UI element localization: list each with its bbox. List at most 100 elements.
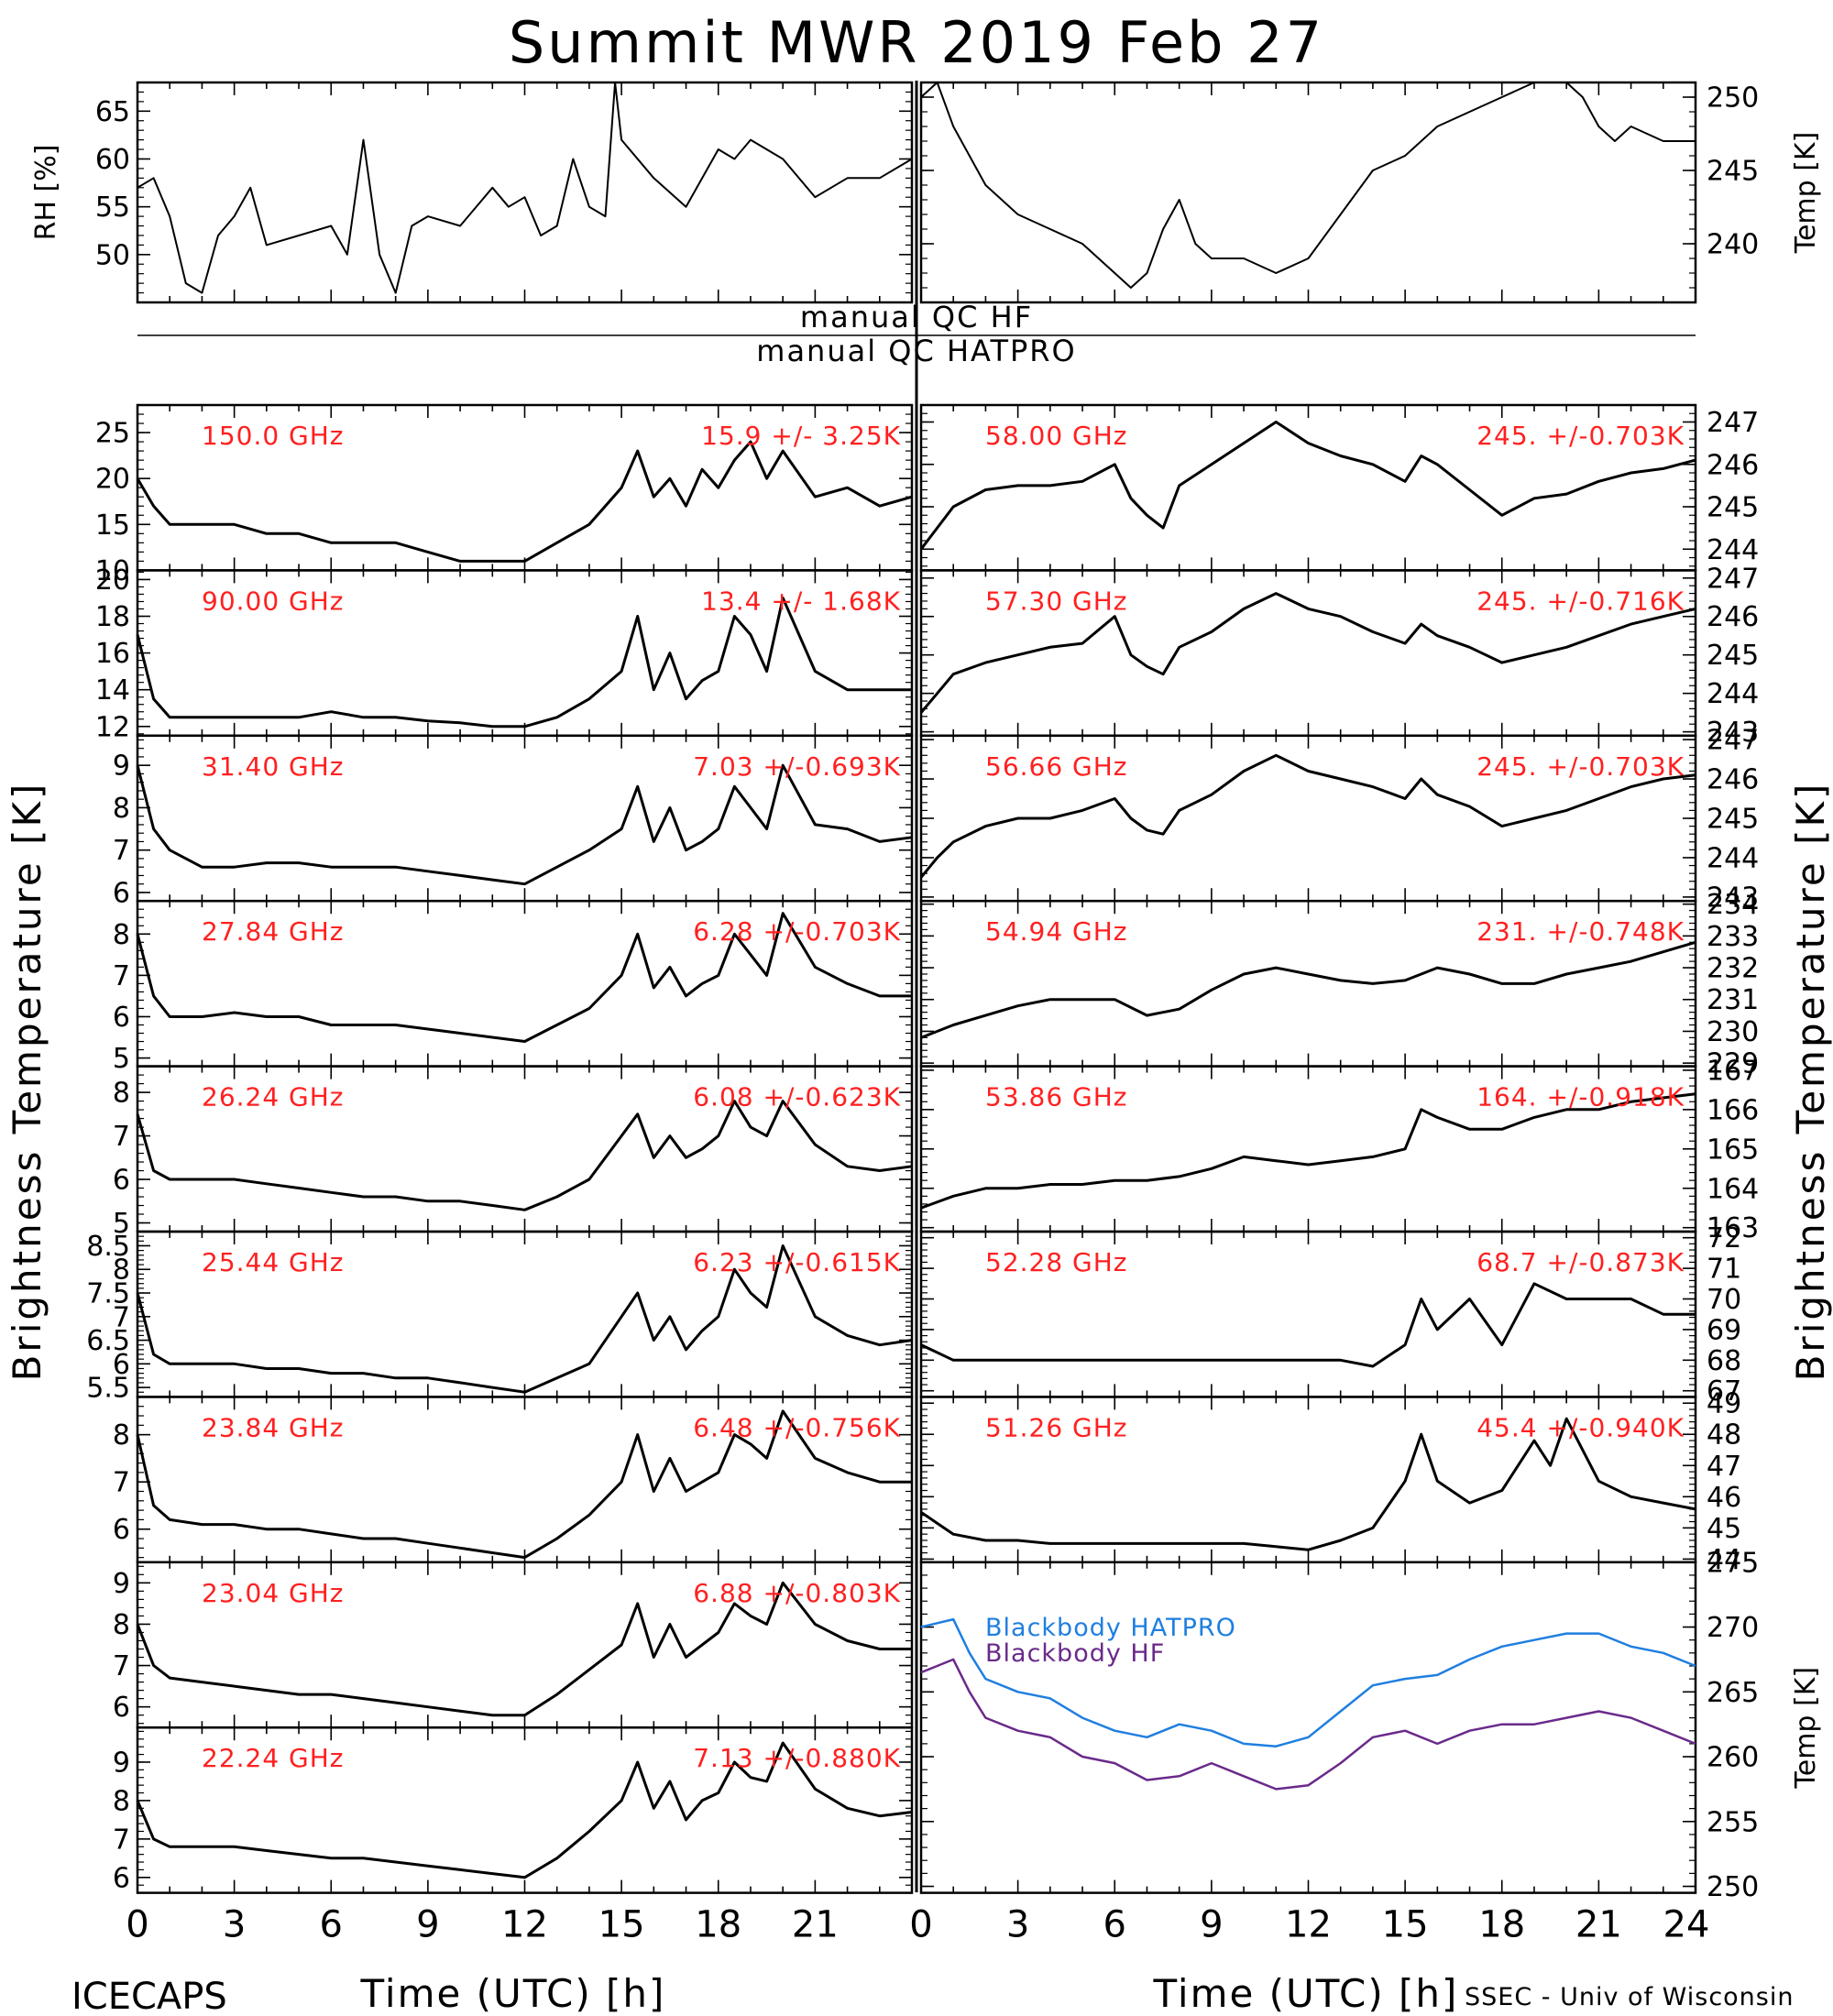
channel-stat: 13.4 +/- 1.68K bbox=[701, 586, 901, 616]
y-tick-label: 48 bbox=[1707, 1419, 1741, 1452]
y-tick-label: 55 bbox=[95, 192, 130, 224]
channel-label: 25.44 GHz bbox=[202, 1247, 345, 1277]
y-tick-label: 265 bbox=[1707, 1677, 1759, 1709]
channel-label: 23.84 GHz bbox=[202, 1412, 345, 1442]
y-tick-label: 5 bbox=[113, 1043, 130, 1075]
channel-label: 27.84 GHz bbox=[202, 916, 345, 947]
y-tick-label: 6 bbox=[113, 1692, 130, 1724]
channel-label: 51.26 GHz bbox=[985, 1412, 1128, 1442]
y-tick-label: 9 bbox=[113, 751, 130, 783]
x-tick-label-right: 3 bbox=[1006, 1904, 1029, 1946]
y-tick-label: 12 bbox=[95, 711, 130, 743]
panel-25-44-ghz: 5.566.577.588.5 25.44 GHz 6.23 +/-0.615K bbox=[86, 1230, 914, 1405]
legend-blackbody-hatpro: Blackbody HATPRO bbox=[985, 1614, 1236, 1642]
panel-frame bbox=[919, 1561, 1697, 1894]
panel-27-84-ghz: 5 6 7 8 27.84 GHz 6.28 +/-0.703K bbox=[113, 899, 914, 1075]
y-tick-label: 245 bbox=[1707, 640, 1759, 672]
y-tick-label: 244 bbox=[1707, 534, 1759, 566]
x-tick-label-left: 9 bbox=[416, 1904, 439, 1946]
series-line bbox=[919, 421, 1696, 551]
y-tick-label: 260 bbox=[1707, 1742, 1759, 1774]
y-tick-label: 163 bbox=[1707, 1212, 1759, 1244]
series-line bbox=[136, 597, 912, 729]
y-tick-label: 229 bbox=[1707, 1048, 1759, 1080]
y-tick-label: 247 bbox=[1707, 563, 1759, 595]
y-tick-label: 8.5 bbox=[86, 1231, 130, 1263]
panel-56-66-ghz: 243 244 245 246 247 56.66 GHz 245. +/-0.703K bbox=[919, 725, 1759, 914]
panel-23-84-ghz: 6 7 8 23.84 GHz 6.48 +/-0.756K bbox=[113, 1396, 914, 1564]
y-tick-label: 8 bbox=[113, 1785, 130, 1817]
y-tick-label: 6 bbox=[113, 877, 130, 909]
series-line bbox=[136, 440, 913, 563]
y-tick-label: 247 bbox=[1707, 407, 1759, 439]
panel-26-24-ghz: 5 6 7 8 26.24 GHz 6.08 +/-0.623K bbox=[113, 1065, 914, 1240]
y-tick-label: 68 bbox=[1707, 1345, 1741, 1377]
left-ylabel: Brightness Temperature [K] bbox=[5, 782, 49, 1382]
y-tick-label: 7 bbox=[113, 1650, 130, 1682]
y-tick-label: 65 bbox=[95, 96, 130, 128]
channel-stat: 6.28 +/-0.703K bbox=[693, 916, 901, 947]
y-tick-label: 250 bbox=[1707, 82, 1759, 115]
channel-stat: 6.88 +/-0.803K bbox=[693, 1578, 901, 1608]
panel-temp: 240 245 250 Temp [K] bbox=[919, 81, 1822, 304]
y-tick-label: 72 bbox=[1707, 1222, 1741, 1255]
y-tick-label: 8 bbox=[113, 1255, 130, 1287]
series-line bbox=[136, 1100, 913, 1211]
channel-stat: 6.23 +/-0.615K bbox=[693, 1247, 901, 1277]
y-tick-label: 7 bbox=[113, 1824, 130, 1856]
legend-blackbody-hf: Blackbody HF bbox=[985, 1639, 1165, 1668]
series-line bbox=[136, 1581, 912, 1717]
y-tick-label: 250 bbox=[1707, 1871, 1759, 1903]
y-tick-label: 246 bbox=[1707, 764, 1759, 796]
y-tick-label: 9 bbox=[113, 1747, 130, 1779]
chart-title: Summit MWR 2019 Feb 27 bbox=[509, 9, 1324, 76]
y-tick-label: 16 bbox=[95, 638, 130, 670]
channel-label: 22.24 GHz bbox=[202, 1743, 345, 1773]
y-tick-label: 71 bbox=[1707, 1254, 1741, 1286]
channel-label: 26.24 GHz bbox=[202, 1082, 345, 1112]
y-tick-label: 7 bbox=[113, 835, 130, 867]
channel-stat: 6.08 +/-0.623K bbox=[693, 1082, 901, 1112]
panel-150-0-ghz: 10 15 20 25 150.0 GHz 15.9 +/- 3.25K bbox=[95, 403, 914, 587]
x-tick-label-right: 0 bbox=[909, 1904, 932, 1946]
y-tick-label: 9 bbox=[113, 1568, 130, 1600]
channel-label: 58.00 GHz bbox=[985, 421, 1128, 451]
y-tick-label: 67 bbox=[1707, 1375, 1741, 1408]
y-tick-label: 7.5 bbox=[86, 1278, 130, 1310]
right-ylabel: Brightness Temperature [K] bbox=[1788, 782, 1833, 1382]
y-tick-label: 7 bbox=[113, 1301, 130, 1333]
series-blackbody-hatpro bbox=[920, 1617, 1696, 1748]
x-tick-label-right: 6 bbox=[1103, 1904, 1126, 1946]
channel-label: 52.28 GHz bbox=[985, 1247, 1128, 1277]
y-tick-label: 49 bbox=[1707, 1388, 1741, 1420]
y-tick-label: 232 bbox=[1707, 953, 1759, 985]
x-tick-label-left: 3 bbox=[223, 1904, 246, 1946]
footer-ssec: SSEC - Univ of Wisconsin bbox=[1465, 1983, 1794, 2011]
y-tick-label: 6 bbox=[113, 1165, 130, 1197]
y-tick-label: 255 bbox=[1707, 1806, 1759, 1838]
y-tick-label: 230 bbox=[1707, 1016, 1759, 1048]
channel-stat: 45.4 +/-0.940K bbox=[1476, 1412, 1685, 1442]
x-tick-label-left: 6 bbox=[320, 1904, 343, 1946]
channel-stat: 15.9 +/- 3.25K bbox=[701, 421, 901, 451]
panel-31-40-ghz: 6 7 8 9 31.40 GHz 7.03 +/-0.693K bbox=[113, 734, 914, 909]
y-tick-label: 246 bbox=[1707, 601, 1759, 633]
y-tick-label: 10 bbox=[95, 555, 130, 587]
channel-stat: 164. +/-0.918K bbox=[1476, 1082, 1685, 1112]
y-tick-label: 8 bbox=[113, 1609, 130, 1641]
channel-stat: 6.48 +/-0.756K bbox=[693, 1412, 901, 1442]
x-tick-label-right: 24 bbox=[1663, 1904, 1710, 1946]
y-tick-label: 245 bbox=[1707, 804, 1759, 836]
y-tick-label: 7 bbox=[113, 1121, 130, 1153]
y-tick-label: 45 bbox=[1707, 1513, 1741, 1545]
y-tick-label: 165 bbox=[1707, 1134, 1759, 1166]
y-tick-label: 70 bbox=[1707, 1284, 1741, 1316]
channel-label: 23.04 GHz bbox=[202, 1578, 345, 1608]
series-line bbox=[920, 1282, 1696, 1368]
y-tick-label: 167 bbox=[1707, 1055, 1759, 1087]
y-tick-label: 47 bbox=[1707, 1451, 1741, 1483]
channel-label: 31.40 GHz bbox=[202, 751, 345, 782]
